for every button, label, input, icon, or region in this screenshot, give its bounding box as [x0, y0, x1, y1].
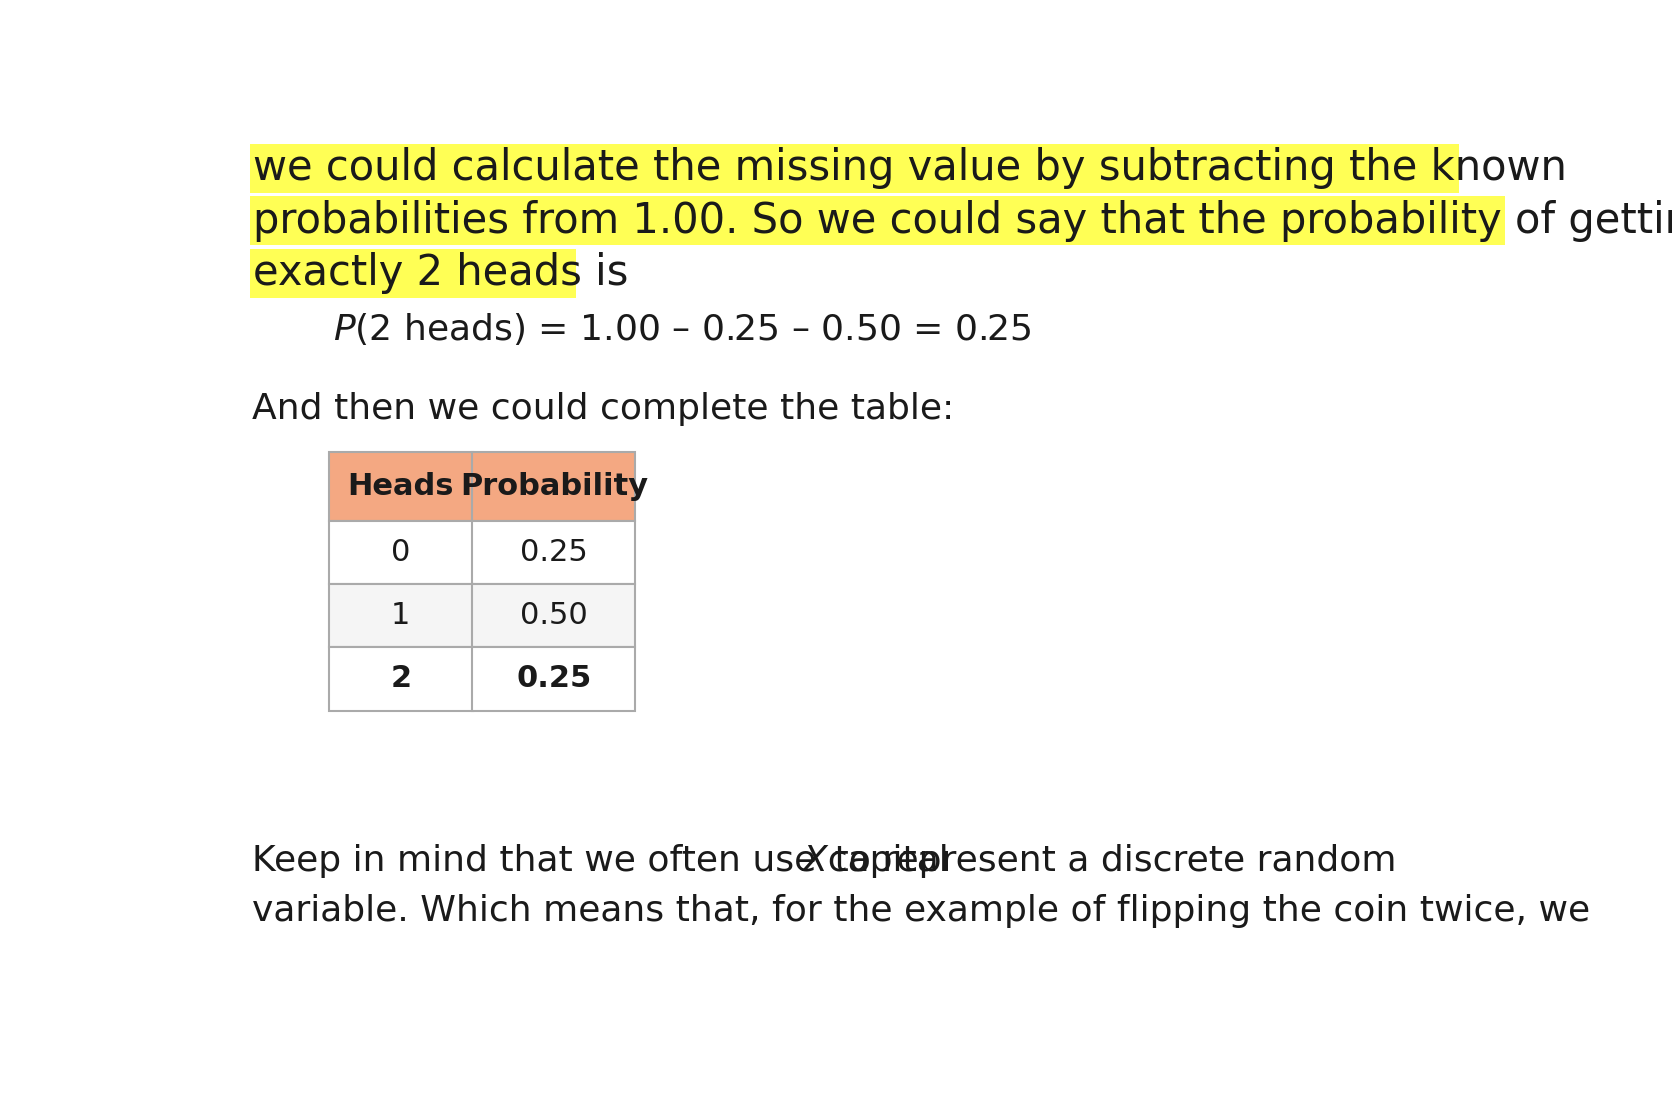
Text: And then we could complete the table:: And then we could complete the table: [251, 392, 953, 426]
Text: Probability: Probability [460, 472, 649, 501]
Text: $\mathit{P}$(2 heads) = 1.00 – 0.25 – 0.50 = 0.25: $\mathit{P}$(2 heads) = 1.00 – 0.25 – 0.… [333, 310, 1032, 346]
Text: Keep in mind that we often use capital: Keep in mind that we often use capital [251, 845, 960, 879]
Text: 0.25: 0.25 [520, 538, 589, 568]
Text: 0: 0 [391, 538, 411, 568]
Bar [251, 196, 1505, 246]
Bar [329, 648, 473, 710]
Bar [473, 452, 635, 521]
Text: Heads: Heads [348, 472, 455, 501]
Text: exactly 2 heads is: exactly 2 heads is [252, 252, 629, 294]
Text: 2: 2 [390, 664, 411, 694]
Bar [329, 452, 473, 521]
Bar [251, 249, 575, 298]
Text: $X$: $X$ [801, 845, 829, 879]
Text: 0.25: 0.25 [517, 664, 592, 694]
Text: 0.50: 0.50 [520, 602, 589, 630]
Bar [473, 584, 635, 648]
Bar [473, 648, 635, 710]
Text: variable. Which means that, for the example of flipping the coin twice, we: variable. Which means that, for the exam… [251, 893, 1590, 927]
Text: probabilities from 1.00. So we could say that the probability of getting: probabilities from 1.00. So we could say… [252, 199, 1672, 242]
Text: 1: 1 [391, 602, 411, 630]
Text: we could calculate the missing value by subtracting the known: we could calculate the missing value by … [252, 148, 1567, 190]
Bar [329, 584, 473, 648]
Bar [329, 521, 473, 584]
Bar [251, 144, 1460, 193]
Text: to represent a discrete random: to represent a discrete random [823, 845, 1396, 879]
Bar [473, 521, 635, 584]
